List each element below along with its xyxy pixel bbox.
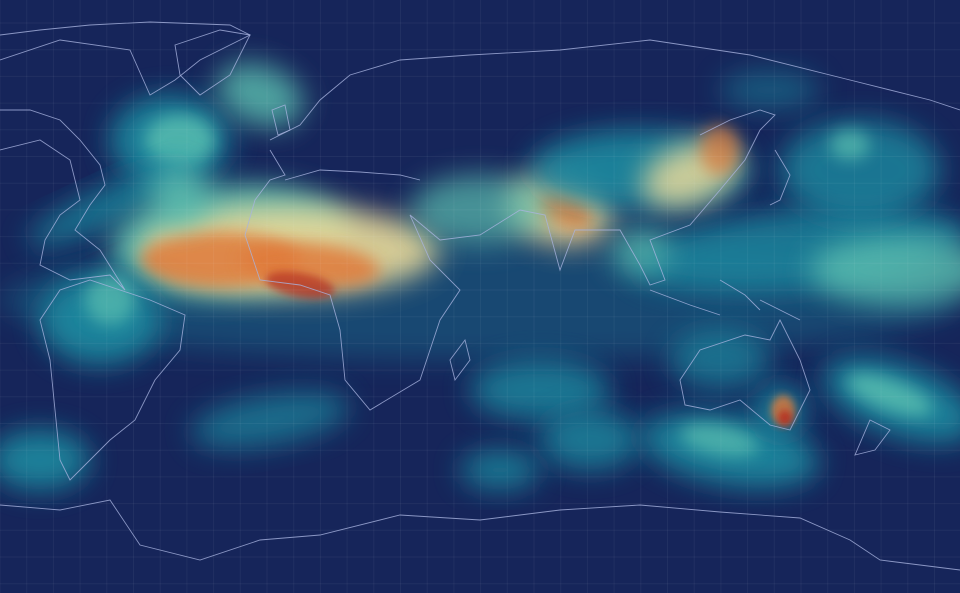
aerosol-plume — [810, 235, 960, 305]
aerosol-plume — [216, 62, 304, 128]
aerosol-plume — [680, 423, 760, 457]
coastline-indonesia — [649, 279, 801, 321]
aerosol-plume — [847, 374, 933, 416]
aerosol-plume — [700, 125, 740, 175]
aerosol-plume — [720, 70, 820, 110]
aerosol-plume — [830, 130, 870, 160]
coastline-south-america — [39, 279, 186, 481]
coastline-greenland — [174, 29, 251, 96]
aerosol-plume — [28, 163, 192, 247]
aerosol-plume — [540, 410, 640, 470]
aerosol-plume — [470, 360, 610, 420]
coastline-med — [284, 169, 421, 181]
coastline-eurasia — [244, 39, 960, 411]
aerosol-plumes — [0, 62, 960, 490]
aerosol-plume — [670, 330, 770, 390]
coastline-uk — [271, 104, 291, 136]
aerosol-plume — [191, 391, 349, 449]
aerosol-plume — [410, 175, 550, 245]
coastline-australia — [679, 318, 811, 431]
aerosol-plume — [778, 410, 792, 426]
aerosol-plume — [85, 275, 135, 325]
coastline-japan — [769, 149, 791, 206]
aerosol-plume — [610, 225, 670, 275]
aerosol-plume — [460, 450, 540, 490]
coastline-north-america — [0, 21, 252, 291]
coastline-antarctica — [0, 499, 960, 571]
aerosol-plume — [150, 165, 210, 225]
coastlines — [0, 21, 960, 571]
aerosol-plume — [780, 120, 940, 220]
aerosol-plume — [145, 115, 215, 165]
coastline-new-zealand — [854, 419, 891, 456]
coastline-madagascar — [449, 338, 471, 382]
